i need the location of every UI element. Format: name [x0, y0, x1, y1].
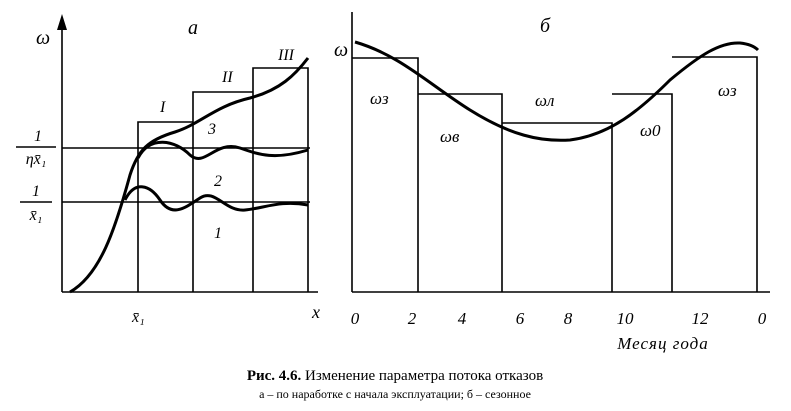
level-numerator: 1	[34, 128, 42, 145]
x-axis-label: Месяц года	[616, 334, 708, 353]
curve-label: 1	[214, 225, 222, 242]
curve-2	[136, 140, 309, 160]
season-bars	[352, 56, 758, 292]
caption-label: Рис. 4.6.	[247, 368, 302, 384]
month-tick-label: 6	[516, 309, 525, 328]
caption-subtitle: а – по наработке с начала эксплуатации; …	[259, 387, 531, 401]
intervals	[137, 67, 309, 292]
y-axis-label: ω	[36, 27, 50, 49]
y-axis-label: ω	[334, 39, 348, 61]
curve-label: 2	[214, 173, 222, 190]
season-label: ωв	[440, 127, 460, 146]
month-tick-label: 0	[758, 309, 767, 328]
panel-b: ω б ωз ωв ωл ω0 ωз 0 2 4 6 8 10 12 0 Месяц года	[334, 12, 770, 353]
month-tick-label: 10	[617, 309, 635, 328]
level-denominator: ηx̄₁	[26, 151, 47, 168]
month-tick-label: 4	[458, 309, 467, 328]
season-curve	[354, 40, 760, 142]
level-numerator: 1	[32, 183, 40, 200]
month-tick-label: 12	[692, 309, 710, 328]
interval-label: I	[159, 99, 166, 116]
season-label: ωл	[535, 91, 554, 110]
month-tick-label: 0	[351, 309, 360, 328]
season-label: ωз	[718, 81, 737, 100]
panel-letter: б	[540, 15, 551, 37]
interval-label: III	[277, 47, 295, 64]
arrow	[57, 14, 67, 30]
curve-3	[69, 57, 310, 294]
level-denominator: x̄₁	[29, 207, 43, 224]
month-tick-label: 8	[564, 309, 573, 328]
panel-letter: а	[188, 17, 198, 39]
caption: Рис. 4.6. Изменение параметра потока отк…	[247, 368, 543, 384]
season-label: ωз	[370, 89, 389, 108]
panel-a: ω а x x̄₁ I II III 3 2 1 1 ηx̄₁ 1 x̄₁	[16, 14, 320, 326]
x-mark-label: x̄₁	[131, 309, 145, 326]
season-label: ω0	[640, 121, 661, 140]
caption-title: Изменение параметра потока отказов	[305, 368, 543, 384]
interval-label: II	[221, 69, 233, 86]
curve-label: 3	[207, 121, 216, 138]
month-tick-label: 2	[408, 309, 417, 328]
curve-1	[123, 185, 309, 212]
x-axis-label: x	[311, 302, 320, 322]
month-ticks: 0 2 4 6 8 10 12 0	[351, 309, 767, 328]
